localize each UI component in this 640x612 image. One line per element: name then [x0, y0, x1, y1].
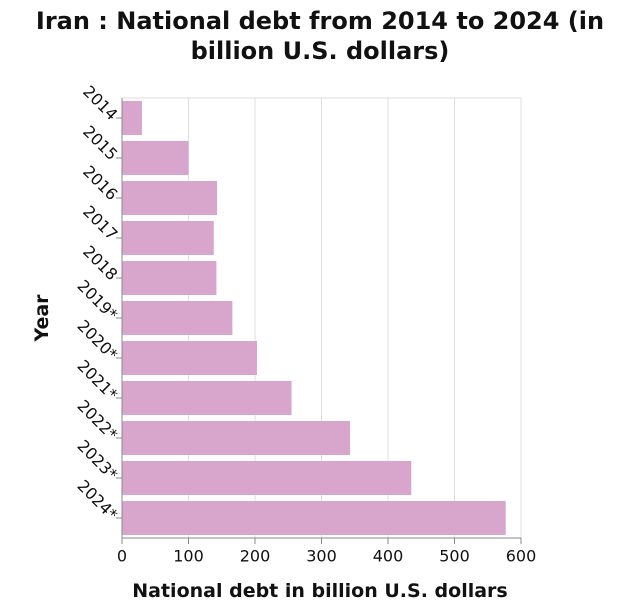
- chart-title: Iran : National debt from 2014 to 2024 (…: [0, 6, 640, 66]
- x-tick-label-600: 600: [506, 547, 537, 566]
- y-tick-label-2021-est: 2021*: [74, 356, 122, 404]
- x-tick-label-300: 300: [306, 547, 337, 566]
- chart-title-line-2: billion U.S. dollars): [190, 37, 450, 65]
- x-tick-label-400: 400: [373, 547, 404, 566]
- bars: [122, 101, 506, 535]
- y-tick-label-2015: 2015: [79, 122, 121, 164]
- bar-2014: [122, 101, 142, 135]
- y-tick-label-2023-est: 2023*: [74, 436, 122, 484]
- x-tick-label-500: 500: [439, 547, 470, 566]
- chart-title-line-1: Iran : National debt from 2014 to 2024 (…: [35, 7, 605, 35]
- y-tick-label-2022-est: 2022*: [74, 396, 122, 444]
- bar-2023-est: [122, 461, 412, 495]
- bar-2018: [122, 261, 217, 295]
- y-tick-label-2020-est: 2020*: [74, 316, 122, 364]
- y-tick-label-2014: 2014: [79, 82, 121, 124]
- bar-2024-est: [122, 501, 506, 535]
- bar-2021-est: [122, 381, 292, 415]
- y-tick-label-2016: 2016: [79, 162, 121, 204]
- y-tick-label-2019-est: 2019*: [74, 276, 122, 324]
- bar-2020-est: [122, 341, 257, 375]
- bar-2022-est: [122, 421, 351, 455]
- bar-2019-est: [122, 301, 233, 335]
- y-axis-ticks: 201420152016201720182019*2020*2021*2022*…: [74, 82, 122, 524]
- y-tick-label-2024-est: 2024*: [74, 476, 122, 524]
- bar-2017: [122, 221, 214, 255]
- x-tick-label-0: 0: [117, 547, 127, 566]
- bar-2015: [122, 141, 189, 175]
- bar-2016: [122, 181, 218, 215]
- x-tick-label-100: 100: [173, 547, 204, 566]
- x-axis-ticks: 0 100 200 300 400 500 600: [117, 538, 536, 566]
- y-tick-label-2017: 2017: [79, 202, 121, 244]
- x-tick-label-200: 200: [240, 547, 271, 566]
- x-axis-title: National debt in billion U.S. dollars: [132, 580, 507, 602]
- y-axis-title: Year: [31, 294, 53, 343]
